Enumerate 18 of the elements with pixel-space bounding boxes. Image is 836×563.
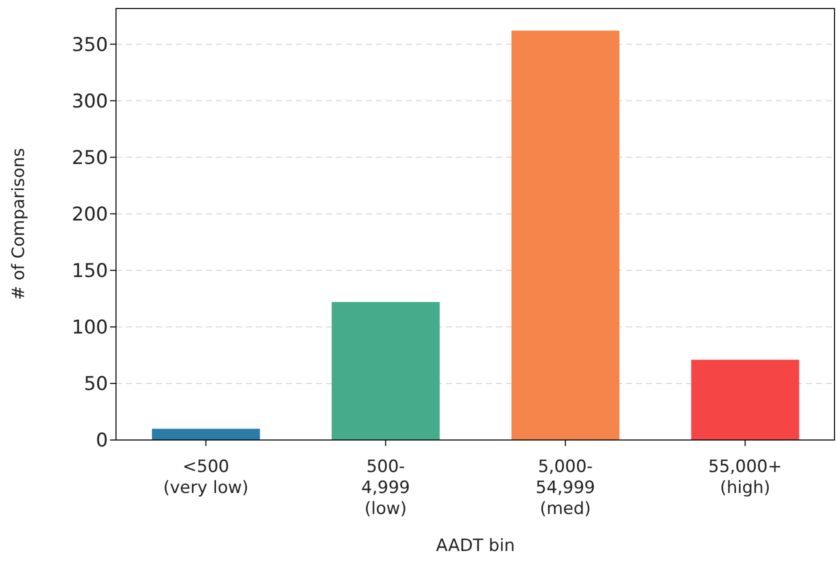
- y-tick-label: 0: [96, 430, 108, 452]
- bar: [332, 302, 440, 440]
- y-tick-label: 300: [72, 90, 108, 112]
- x-axis-title: AADT bin: [436, 536, 515, 556]
- y-axis-title: # of Comparisons: [9, 148, 30, 300]
- x-tick-label: 5,000- 54,999 (med): [536, 457, 596, 519]
- x-tick-label: 500- 4,999 (low): [361, 457, 410, 519]
- x-tick-label: <500 (very low): [163, 457, 249, 498]
- y-tick-label: 200: [72, 204, 108, 226]
- y-tick-label: 250: [72, 147, 108, 170]
- y-tick-label: 350: [72, 34, 108, 56]
- bar: [511, 30, 620, 440]
- y-tick-label: 100: [72, 316, 108, 339]
- y-tick-label: 50: [84, 373, 108, 396]
- x-tick-label: 55,000+ (high): [708, 457, 782, 498]
- bar: [691, 360, 800, 440]
- y-tick-label: 150: [72, 260, 108, 282]
- bar: [152, 428, 260, 440]
